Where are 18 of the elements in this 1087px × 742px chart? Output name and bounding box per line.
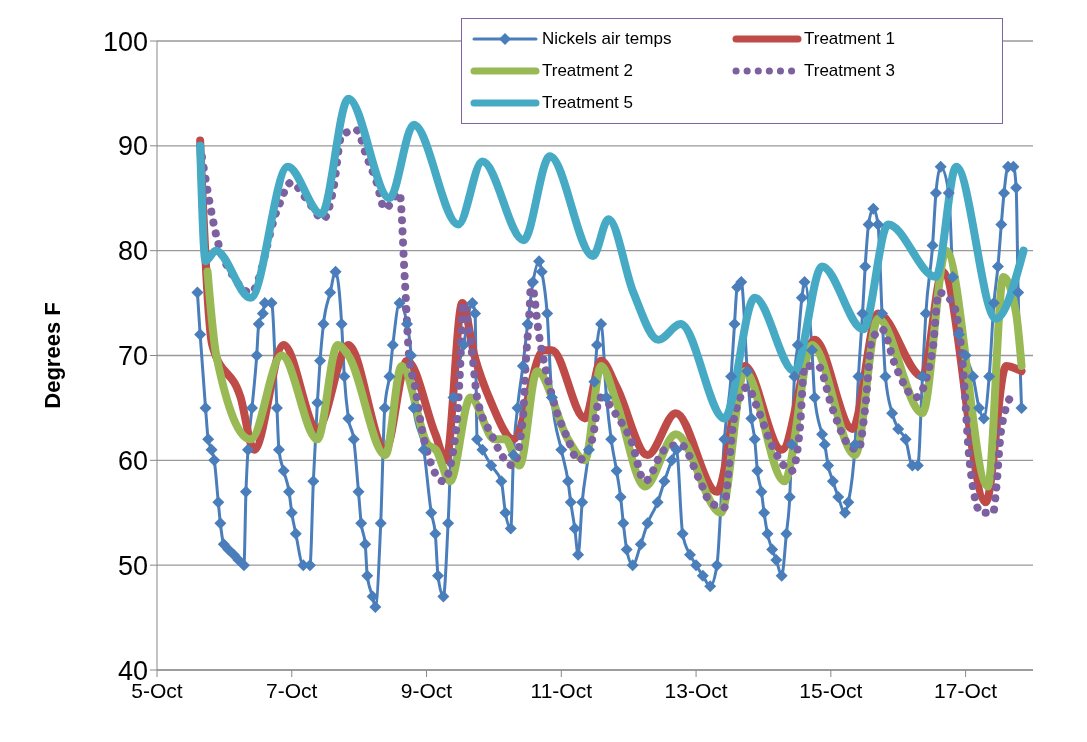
y-axis-title: Degrees F [39,302,65,409]
legend-label: Nickels air temps [542,29,672,49]
y-tick-label: 70 [117,341,148,372]
x-tick-label: 9-Oct [400,678,453,702]
legend-label: Treatment 1 [804,29,896,49]
y-tick-label: 60 [117,445,148,476]
x-tick-label: 13-Oct [664,678,728,702]
x-tick-label: 7-Oct [266,678,318,702]
x-tick-label: 11-Oct [530,678,593,702]
y-tick-label: 90 [117,131,148,162]
x-tick-label: 17-Oct [934,678,998,702]
y-tick-label: 50 [117,550,148,581]
legend-label: Treatment 2 [542,61,634,81]
y-tick-label: 100 [102,26,148,57]
legend-label: Treatment 3 [804,61,896,81]
legend-label: Treatment 5 [542,93,634,113]
x-tick-label: 15-Oct [799,678,863,702]
y-tick-label: 80 [117,236,148,267]
